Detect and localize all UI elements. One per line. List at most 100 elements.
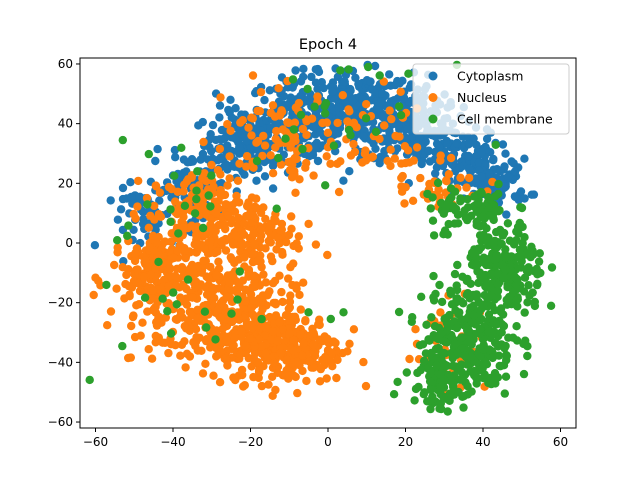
data-point	[292, 239, 301, 248]
legend-label: Cell membrane	[457, 112, 553, 127]
data-point	[525, 291, 534, 300]
data-point	[253, 106, 262, 116]
data-point	[411, 325, 420, 334]
data-point	[348, 96, 357, 106]
data-point	[344, 125, 354, 135]
data-point	[470, 366, 479, 376]
data-point	[334, 187, 344, 197]
data-point	[226, 95, 235, 105]
data-point	[222, 200, 231, 209]
data-point	[504, 296, 513, 305]
data-point	[338, 91, 347, 100]
data-point	[176, 293, 185, 302]
data-point	[282, 355, 291, 364]
data-point	[261, 349, 270, 358]
data-point	[290, 153, 300, 163]
data-point	[257, 314, 266, 324]
data-point	[491, 206, 500, 215]
data-point	[171, 197, 180, 206]
data-point	[235, 159, 244, 168]
data-point	[465, 337, 474, 346]
data-point	[523, 298, 532, 307]
data-point	[428, 193, 437, 202]
data-point	[261, 278, 271, 287]
data-point	[322, 374, 331, 383]
data-point	[208, 120, 218, 130]
data-point	[328, 362, 337, 371]
data-point	[198, 369, 208, 378]
data-point	[321, 109, 330, 118]
data-point	[503, 172, 513, 182]
data-point	[189, 268, 198, 277]
data-point	[268, 101, 278, 110]
x-tick-label: −40	[160, 435, 185, 449]
data-point	[113, 236, 122, 245]
data-point	[129, 209, 138, 219]
data-point	[253, 358, 263, 367]
data-point	[233, 295, 242, 304]
data-point	[333, 118, 342, 128]
data-point	[285, 297, 294, 306]
data-point	[250, 240, 259, 249]
data-point	[252, 156, 262, 166]
data-point	[534, 257, 544, 266]
data-point	[193, 167, 202, 176]
data-point	[361, 156, 371, 165]
data-point	[141, 256, 150, 265]
data-point	[202, 177, 211, 186]
legend-box	[412, 63, 570, 135]
data-point	[479, 345, 488, 354]
data-point	[463, 326, 472, 335]
data-point	[266, 151, 275, 160]
data-point	[424, 335, 433, 344]
data-point	[299, 72, 308, 82]
data-point	[509, 240, 519, 249]
data-point	[166, 205, 175, 214]
data-point	[396, 87, 405, 97]
data-point	[467, 317, 477, 326]
data-point	[106, 196, 115, 205]
data-point	[112, 284, 121, 293]
data-point	[91, 273, 100, 282]
data-point	[270, 112, 280, 121]
data-point	[432, 163, 442, 172]
data-point	[375, 71, 384, 80]
data-point	[127, 192, 136, 202]
data-point	[323, 334, 332, 343]
data-point	[193, 314, 202, 323]
data-point	[238, 370, 247, 380]
data-point	[491, 140, 500, 149]
data-point	[520, 233, 529, 242]
data-point	[451, 298, 460, 307]
data-point	[287, 173, 297, 182]
data-point	[122, 270, 131, 280]
data-point	[304, 308, 313, 317]
data-point	[204, 273, 213, 283]
data-point	[503, 219, 513, 228]
data-point	[148, 286, 158, 295]
data-point	[102, 280, 111, 290]
data-point	[444, 170, 454, 179]
data-point	[457, 333, 466, 342]
data-point	[118, 263, 127, 272]
data-point	[281, 128, 291, 137]
data-point	[314, 67, 324, 77]
data-point	[513, 284, 522, 294]
data-point	[177, 340, 187, 349]
data-point	[229, 238, 238, 247]
data-point	[190, 209, 200, 218]
data-point	[147, 354, 157, 363]
data-point	[432, 361, 441, 370]
data-point	[439, 375, 448, 384]
data-point	[268, 327, 278, 336]
data-point	[277, 287, 286, 297]
data-point	[183, 275, 193, 284]
data-point	[220, 162, 230, 171]
data-point	[327, 348, 337, 358]
data-point	[447, 332, 456, 342]
data-point	[298, 366, 307, 376]
chart-title: Epoch 4	[299, 37, 357, 53]
data-point	[354, 79, 363, 89]
data-point	[227, 270, 236, 279]
data-point	[443, 139, 452, 148]
